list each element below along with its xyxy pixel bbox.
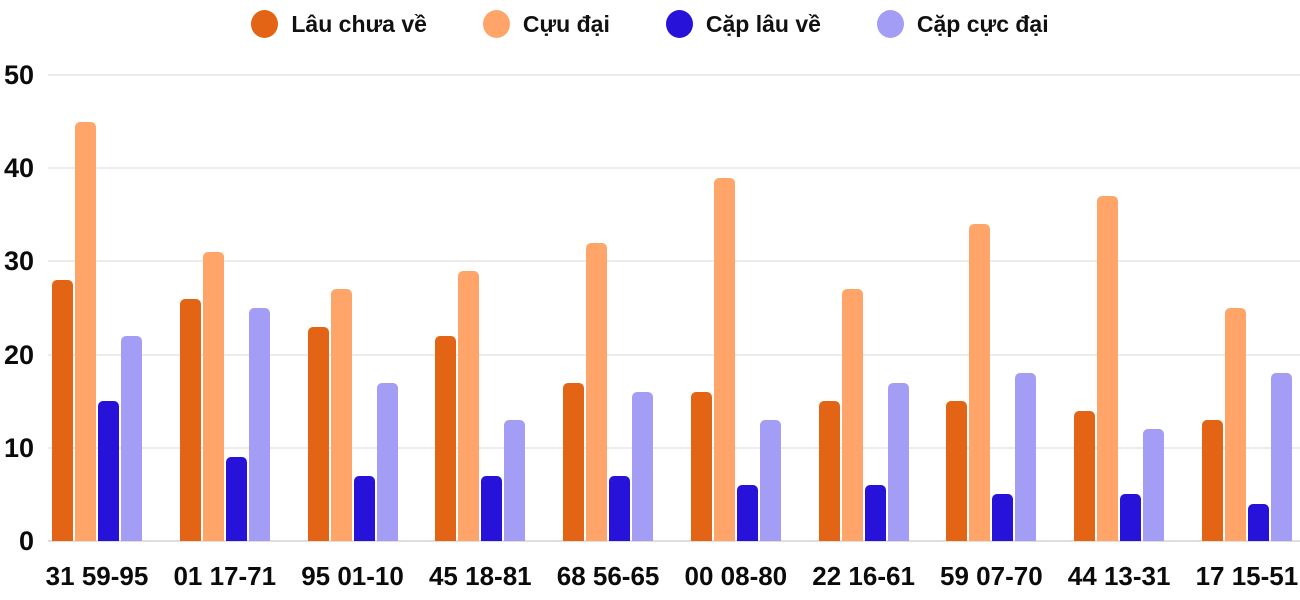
legend-item-label: Cặp lâu về	[705, 10, 821, 37]
bar-cựu-đại[interactable]	[202, 252, 224, 541]
gridline	[48, 74, 1300, 76]
bar-lâu-chưa-về[interactable]	[818, 401, 840, 541]
bar-lâu-chưa-về[interactable]	[52, 280, 73, 541]
legend-swatch-icon	[482, 10, 510, 38]
bar-lâu-chưa-về[interactable]	[307, 326, 329, 541]
bar-cặp-lâu-về[interactable]	[353, 475, 375, 541]
bar-group	[818, 75, 909, 541]
legend-swatch-icon	[665, 10, 693, 38]
y-axis-tick-label: 40	[3, 153, 34, 184]
legend-swatch-icon	[876, 10, 904, 38]
y-axis-tick-label: 20	[3, 339, 34, 370]
y-axis-tick-label: 30	[3, 246, 34, 277]
bar-cựu-đại[interactable]	[713, 177, 735, 541]
bar-lâu-chưa-về[interactable]	[1074, 410, 1096, 541]
y-axis-tick-label: 0	[18, 526, 34, 556]
bar-cặp-lâu-về[interactable]	[992, 494, 1014, 541]
x-axis-label: 31 59-95	[45, 561, 149, 591]
legend-item-label: Cặp cực đại	[916, 10, 1049, 37]
gridline	[48, 167, 1300, 170]
bar-cặp-cực-đại[interactable]	[504, 419, 526, 541]
x-axis-label: 68 56-65	[556, 561, 660, 591]
bar-lâu-chưa-về[interactable]	[563, 382, 585, 541]
y-axis: 0 10 20 30 40 50	[0, 62, 36, 555]
x-axis-label: 22 16-61	[812, 561, 915, 591]
bar-lâu-chưa-về[interactable]	[946, 401, 968, 541]
bar-group	[1074, 75, 1165, 541]
bar-group	[946, 75, 1037, 541]
chart-legend: Lâu chưa về Cựu đại Cặp lâu về Cặp cực đại	[0, 10, 1300, 38]
legend-item-2[interactable]: Cựu đại	[482, 10, 610, 38]
bar-group	[307, 75, 398, 541]
y-axis-tick-label: 10	[3, 432, 34, 463]
bar-lâu-chưa-về[interactable]	[435, 335, 457, 541]
x-axis-label: 95 01-10	[301, 561, 404, 591]
x-axis-label: 44 13-31	[1067, 561, 1171, 591]
bar-cặp-cực-đại[interactable]	[376, 382, 398, 541]
gridline	[48, 540, 1300, 542]
x-axis-label: 00 08-80	[684, 561, 788, 591]
x-axis: 31 59-95 01 17-71 95 01-10 45 18-81 68 56-65…	[45, 560, 1300, 592]
bar-cựu-đại[interactable]	[1224, 308, 1246, 541]
bar-cặp-cực-đại[interactable]	[759, 419, 781, 541]
bar-group	[690, 75, 781, 541]
bar-cặp-lâu-về[interactable]	[736, 485, 758, 541]
legend-item-3[interactable]: Cặp lâu về	[665, 10, 821, 38]
bar-group	[1201, 75, 1292, 541]
legend-item-4[interactable]: Cặp cực đại	[876, 10, 1049, 38]
bar-cặp-cực-đại[interactable]	[248, 308, 270, 541]
legend-item-1[interactable]: Lâu chưa về	[251, 10, 427, 38]
x-axis-label: 45 18-81	[428, 561, 532, 591]
bar-lâu-chưa-về[interactable]	[690, 391, 712, 541]
bar-cựu-đại[interactable]	[1097, 196, 1119, 541]
legend-item-label: Cựu đại	[522, 10, 610, 37]
bar-cựu-đại[interactable]	[841, 289, 863, 541]
bar-cặp-lâu-về[interactable]	[481, 475, 503, 541]
bar-group	[435, 75, 526, 541]
bar-cặp-cực-đại[interactable]	[632, 391, 654, 541]
bar-cặp-lâu-về[interactable]	[609, 475, 631, 541]
bar-cặp-lâu-về[interactable]	[864, 485, 886, 541]
plot-area	[48, 74, 1300, 542]
bar-cặp-cực-đại[interactable]	[1015, 373, 1037, 541]
bar-lâu-chưa-về[interactable]	[1201, 419, 1223, 541]
bar-cặp-lâu-về[interactable]	[98, 401, 119, 541]
bar-cặp-cực-đại[interactable]	[1143, 429, 1165, 541]
x-axis-label: 59 07-70	[940, 561, 1043, 591]
x-axis-label: 01 17-71	[173, 561, 277, 591]
bar-cặp-cực-đại[interactable]	[121, 335, 142, 541]
bar-lâu-chưa-về[interactable]	[179, 298, 201, 541]
bar-group	[563, 75, 654, 541]
bar-group	[179, 75, 270, 541]
bar-cựu-đại[interactable]	[75, 121, 96, 541]
gridline	[48, 353, 1300, 356]
bar-cựu-đại[interactable]	[330, 289, 352, 541]
bar-cựu-đại[interactable]	[586, 242, 608, 541]
gridline	[48, 260, 1300, 263]
x-axis-label: 17 15-51	[1195, 561, 1299, 591]
gridline	[48, 446, 1300, 449]
bar-group	[52, 75, 142, 541]
bar-cựu-đại[interactable]	[969, 224, 991, 541]
bar-cặp-lâu-về[interactable]	[225, 457, 247, 541]
bar-cặp-lâu-về[interactable]	[1247, 503, 1269, 541]
bar-cặp-lâu-về[interactable]	[1120, 494, 1142, 541]
legend-item-label: Lâu chưa về	[291, 10, 427, 37]
legend-swatch-icon	[251, 10, 279, 38]
bar-cặp-cực-đại[interactable]	[1270, 373, 1292, 541]
bar-cặp-cực-đại[interactable]	[887, 382, 909, 541]
bar-cựu-đại[interactable]	[458, 270, 480, 541]
y-axis-tick-label: 50	[3, 60, 34, 90]
bar-groups	[48, 75, 1300, 541]
